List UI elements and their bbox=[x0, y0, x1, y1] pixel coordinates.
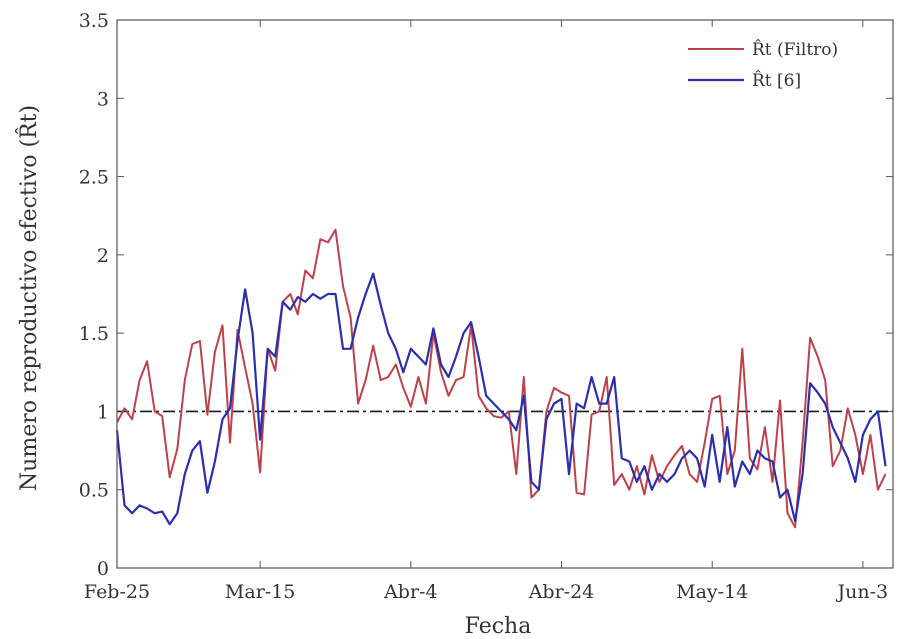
series-layer bbox=[115, 228, 887, 529]
x-axis-ticks: Feb-25 Mar-15 Abr-4 Abr-24 May-14 Jun-3 bbox=[84, 20, 888, 603]
legend: R̂t (Filtro) R̂t [6] bbox=[688, 40, 838, 91]
y-tick-label: 3 bbox=[97, 88, 109, 110]
x-axis-title: Fecha bbox=[465, 614, 532, 639]
x-tick-label: Jun-3 bbox=[836, 581, 889, 603]
x-tick-label: Feb-25 bbox=[84, 581, 150, 603]
x-tick-label: Mar-15 bbox=[225, 581, 295, 603]
y-tick-label: 2.5 bbox=[79, 167, 109, 189]
y-tick-label: 1.5 bbox=[79, 323, 109, 345]
y-tick-label: 1 bbox=[97, 401, 109, 423]
x-tick-label: Abr-4 bbox=[383, 581, 437, 603]
x-tick-label: May-14 bbox=[676, 581, 748, 603]
y-axis-title: Numero reproductivo efectivo (R̂t) bbox=[16, 105, 42, 491]
x-tick-label: Abr-24 bbox=[528, 581, 595, 603]
y-axis-ticks: 0 0.5 1 1.5 2 2.5 3 3.5 bbox=[79, 10, 893, 580]
legend-label-ref6: R̂t [6] bbox=[752, 71, 801, 91]
y-tick-label: 0.5 bbox=[79, 480, 109, 502]
series-line-filtro bbox=[116, 228, 887, 529]
y-tick-label: 3.5 bbox=[79, 10, 109, 32]
legend-label-filtro: R̂t (Filtro) bbox=[752, 40, 838, 60]
y-tick-label: 2 bbox=[97, 245, 109, 267]
series-line-ref6 bbox=[115, 272, 887, 526]
plot-frame bbox=[116, 19, 894, 569]
y-tick-label: 0 bbox=[97, 558, 109, 580]
